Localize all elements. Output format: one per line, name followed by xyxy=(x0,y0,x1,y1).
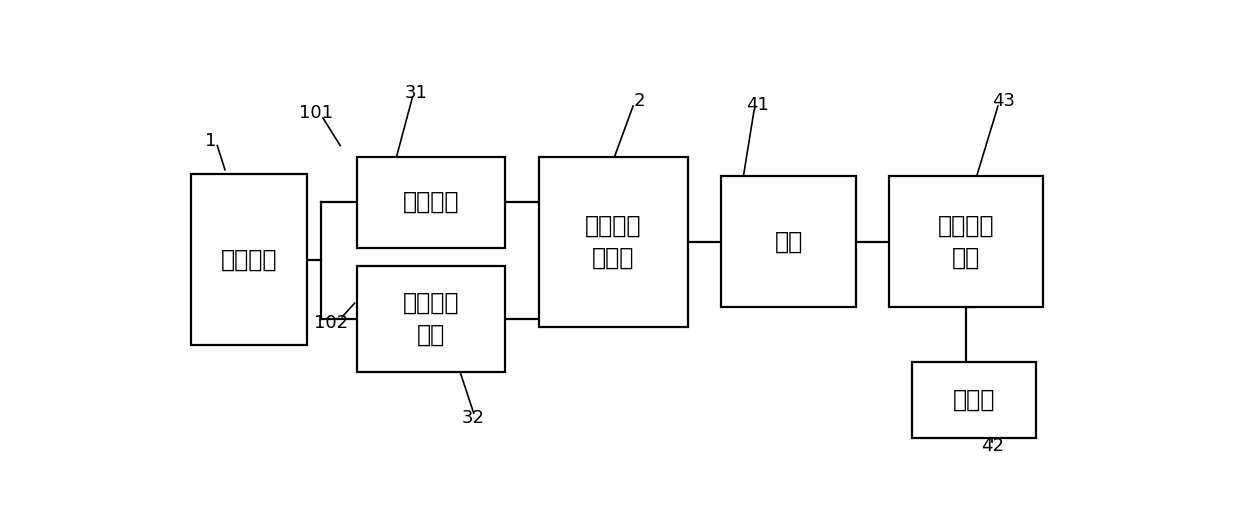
Bar xyxy=(357,157,506,248)
Text: 43: 43 xyxy=(992,92,1015,111)
Bar xyxy=(890,176,1043,307)
Text: 102: 102 xyxy=(313,314,348,332)
Text: 32: 32 xyxy=(462,409,486,427)
Text: 光源装置: 光源装置 xyxy=(221,248,278,271)
Text: 空间调制
装置: 空间调制 装置 xyxy=(403,291,460,347)
Text: 31: 31 xyxy=(405,84,427,102)
Text: 气室: 气室 xyxy=(774,230,803,254)
Text: 泵浦装置: 泵浦装置 xyxy=(403,190,460,214)
Bar xyxy=(721,176,856,307)
Bar xyxy=(912,362,1036,438)
Bar xyxy=(191,174,306,345)
Text: 扩束与准
直装置: 扩束与准 直装置 xyxy=(585,214,642,269)
Text: 101: 101 xyxy=(299,104,333,122)
Bar xyxy=(357,266,506,372)
Text: 1: 1 xyxy=(204,132,217,150)
Bar xyxy=(539,157,688,327)
Text: 41: 41 xyxy=(746,96,769,114)
Text: 空间滤波
装置: 空间滤波 装置 xyxy=(938,214,995,269)
Text: 2: 2 xyxy=(634,92,646,111)
Text: 42: 42 xyxy=(981,437,1004,455)
Text: 光谱仪: 光谱仪 xyxy=(953,388,995,412)
